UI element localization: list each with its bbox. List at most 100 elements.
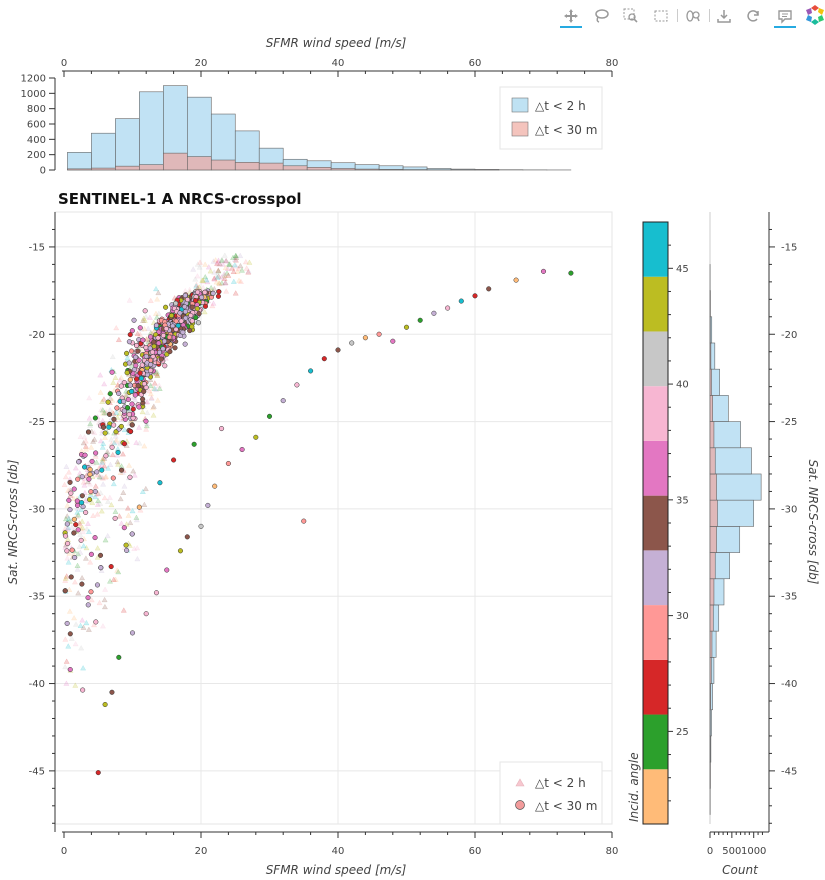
- scatter-point-30m: [129, 422, 135, 428]
- scatter-point-2h: [99, 407, 106, 413]
- scatter-point-2h: [226, 261, 233, 267]
- right-hist-bar: [709, 526, 717, 553]
- top-hist-xtick-labels: 0 20 40 60 80: [61, 58, 619, 69]
- scatter-xticks: 0 20 40 60 80: [61, 832, 618, 857]
- scatter-ytick-label: -45: [29, 766, 45, 777]
- scatter-point-30m: [83, 509, 89, 516]
- scatter-point-30m: [67, 666, 73, 673]
- reset-icon[interactable]: [742, 6, 764, 26]
- scatter-point-2h: [106, 494, 113, 500]
- top-hist-bar: [210, 159, 236, 171]
- scatter-point-2h: [79, 617, 86, 623]
- colorbar-tick-label: 45: [676, 264, 689, 275]
- top-hist-ytick-label: 1200: [21, 74, 46, 85]
- box-select-icon[interactable]: [650, 6, 672, 26]
- scatter-point-30m: [89, 458, 95, 464]
- scatter-point-30m: [143, 384, 149, 391]
- wheel-zoom-icon[interactable]: [682, 6, 704, 26]
- scatter-point-2h: [194, 261, 201, 267]
- colorbar-cell: [643, 769, 668, 824]
- scatter-point-2h: [89, 499, 96, 506]
- scatter-point-2h: [218, 274, 225, 280]
- right-hist-bar: [709, 604, 714, 632]
- scatter-point-2h: [213, 279, 220, 285]
- scatter-point-2h: [150, 404, 157, 411]
- scatter-point-2h: [97, 500, 104, 506]
- scatter-point-2h: [193, 283, 200, 289]
- scatter-point-30m: [118, 467, 125, 473]
- pan-icon[interactable]: [560, 6, 582, 28]
- scatter-point-2h: [115, 461, 122, 467]
- scatter-point-30m: [128, 388, 135, 395]
- scatter-point-2h: [154, 397, 161, 403]
- bokeh-logo-icon[interactable]: [804, 4, 825, 26]
- hover-icon[interactable]: [774, 6, 796, 28]
- lasso-select-icon[interactable]: [590, 6, 612, 26]
- save-icon[interactable]: [713, 6, 735, 26]
- scatter-point-2h: [87, 420, 94, 427]
- scatter-point-30m: [109, 369, 115, 375]
- scatter-point-2h: [215, 267, 222, 273]
- scatter-point-2h: [126, 462, 133, 468]
- scatter-point-sample: [143, 611, 149, 617]
- scatter-point-2h: [99, 457, 106, 463]
- right-hist-xtick-label: 500: [722, 846, 741, 857]
- scatter-point-2h: [141, 501, 148, 507]
- scatter-point-2h: [129, 507, 136, 514]
- scatter-point-2h: [215, 261, 222, 267]
- colorbar-ticks: 25 30 35 40 45: [668, 244, 689, 802]
- scatter-point-2h: [101, 596, 108, 603]
- scatter-point-2h: [104, 498, 111, 504]
- scatter-point-sample: [184, 534, 190, 540]
- top-hist-bar: [91, 167, 116, 171]
- scatter-point-30m: [163, 304, 169, 310]
- scatter-point-2h: [150, 412, 157, 418]
- scatter-point-2h: [237, 278, 244, 284]
- scatter-point-30m: [160, 332, 166, 339]
- scatter-point-2h: [91, 436, 98, 442]
- scatter-point-30m: [107, 391, 113, 397]
- scatter-point-2h: [77, 549, 84, 555]
- scatter-point-2h: [242, 258, 249, 265]
- scatter-point-2h: [85, 528, 92, 535]
- scatter-point-30m: [125, 396, 131, 403]
- scatter-point-30m: [64, 620, 70, 626]
- scatter-point-2h: [152, 285, 160, 292]
- scatter-point-30m: [87, 497, 93, 503]
- scatter-point-30m: [116, 390, 122, 397]
- scatter-xlabel: SFMR wind speed [m/s]: [266, 863, 407, 877]
- scatter-point-30m: [115, 449, 121, 455]
- scatter-point-30m: [126, 411, 132, 418]
- scatter-point-2h: [84, 520, 91, 526]
- colorbar-tick-label: 25: [676, 727, 689, 738]
- scatter-point-2h: [127, 519, 134, 526]
- scatter-point-2h: [215, 280, 223, 286]
- right-hist-bar: [709, 473, 717, 501]
- scatter-point-2h: [99, 475, 107, 481]
- top-hist-bar: [282, 165, 308, 171]
- scatter-point-30m: [112, 515, 118, 521]
- scatter-point-sample: [82, 464, 88, 470]
- colorbar-tick-label: 35: [676, 495, 689, 506]
- box-zoom-icon[interactable]: [620, 6, 642, 26]
- scatter-point-30m: [194, 306, 200, 312]
- colorbar-tick-label: 40: [676, 380, 689, 391]
- scatter-point-2h: [209, 302, 216, 309]
- scatter-point-30m: [173, 326, 179, 332]
- scatter-point-2h: [225, 272, 232, 278]
- scatter-point-30m: [124, 547, 130, 553]
- scatter-point-2h: [62, 663, 69, 670]
- scatter-point-2h: [75, 512, 82, 518]
- right-hist-bar: [709, 342, 712, 370]
- scatter-point-2h: [102, 474, 109, 480]
- scatter-point-2h: [229, 265, 236, 271]
- scatter-point-2h: [147, 382, 154, 389]
- scatter-point-2h: [115, 336, 122, 343]
- scatter-point-2h: [110, 379, 117, 385]
- scatter-point-30m: [109, 444, 115, 450]
- scatter-point-2h: [85, 626, 92, 632]
- scatter-point-2h: [186, 286, 193, 293]
- scatter-point-30m: [108, 564, 114, 570]
- scatter-point-2h: [74, 509, 81, 515]
